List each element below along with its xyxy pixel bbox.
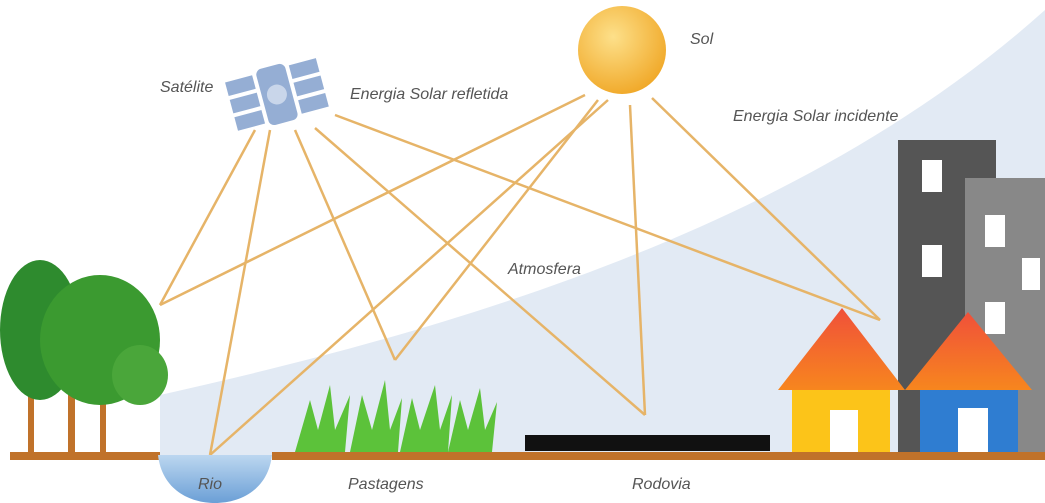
satellite <box>225 58 329 131</box>
label: Energia Solar incidente <box>733 108 899 125</box>
ground <box>272 452 1045 460</box>
road <box>525 435 770 451</box>
label: Rio <box>198 476 222 493</box>
label: Sol <box>690 31 714 48</box>
rays <box>158 93 881 456</box>
trees <box>0 260 168 455</box>
sun <box>578 6 666 94</box>
label: Rodovia <box>632 476 691 493</box>
label: Energia Solar refletida <box>350 86 508 103</box>
door <box>830 410 858 455</box>
label: Pastagens <box>348 476 424 493</box>
windows <box>922 160 1040 334</box>
roof <box>778 308 905 390</box>
grass <box>295 380 497 452</box>
ground <box>10 452 160 460</box>
river <box>158 455 272 503</box>
roof <box>905 312 1032 390</box>
label: Atmosfera <box>507 261 581 278</box>
label: Satélite <box>160 79 213 96</box>
door <box>958 408 988 455</box>
